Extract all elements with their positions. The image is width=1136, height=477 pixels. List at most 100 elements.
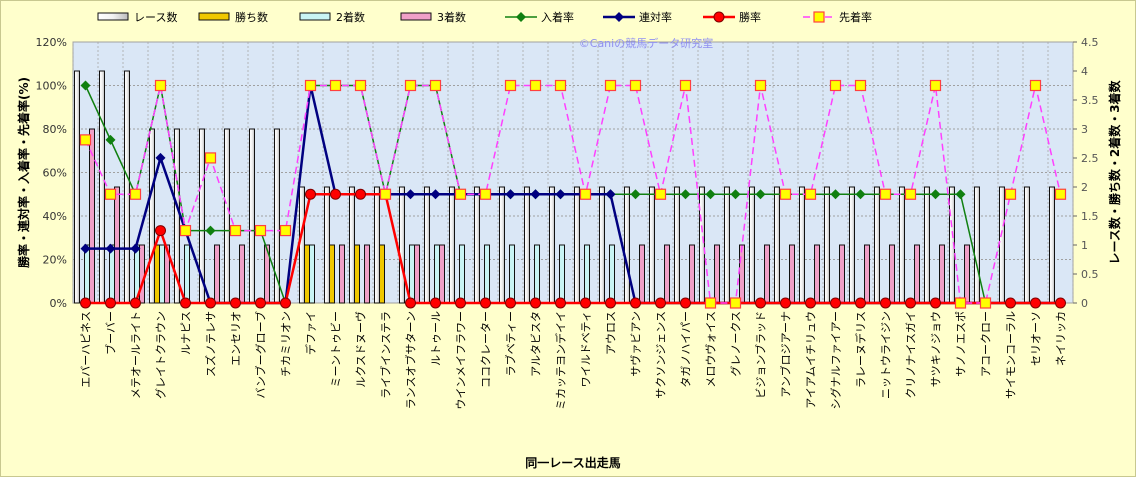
wins-bar	[329, 244, 335, 304]
races-bar	[699, 186, 705, 304]
senchaku-rate-point	[204, 152, 217, 164]
x-tick-label: ラレーヌデリス	[854, 311, 868, 388]
senchaku-rate-point	[779, 188, 792, 200]
win-rate-line	[85, 193, 1061, 305]
right-tick-label: 4	[1081, 65, 1088, 78]
win-rate-point	[855, 297, 866, 309]
races-bar	[599, 186, 605, 304]
left-tick-label: 60%	[43, 167, 67, 180]
third-bar	[239, 244, 245, 304]
rentai-rate-point	[80, 243, 91, 254]
x-tick-label: ワイルドベティ	[580, 311, 593, 387]
win-rate-point	[430, 297, 441, 309]
races-bar	[474, 186, 480, 304]
rentai-rate-point	[505, 189, 516, 200]
watermark: ©Caniの競馬データ研究室	[579, 36, 713, 50]
races-bar	[624, 186, 630, 304]
left-tick-label: 120%	[36, 36, 67, 49]
senchaku-rate-point	[179, 224, 192, 237]
x-tick-label: クリノナイスガイ	[905, 311, 918, 399]
x-tick-label: ニットウライジン	[880, 311, 893, 399]
right-tick-label: 1.5	[1081, 210, 1099, 223]
legend-label: レース数	[134, 11, 177, 24]
races-bar	[374, 186, 380, 304]
races-bar	[1024, 186, 1030, 304]
senchaku-rate-point	[304, 79, 317, 92]
win-rate-point	[80, 297, 91, 309]
senchaku-rate-point	[1054, 188, 1067, 200]
senchaku-rate-point	[404, 79, 417, 92]
x-tick-label: エバーハピネス	[80, 311, 93, 388]
races-bar	[324, 186, 330, 304]
senchaku-rate-point	[79, 134, 92, 146]
win-rate-point	[1030, 297, 1041, 309]
third-bar	[639, 244, 645, 304]
third-bar	[839, 244, 845, 304]
left-tick-label: 0%	[50, 297, 67, 310]
win-rate-point	[530, 297, 541, 309]
show-rate-point	[930, 189, 941, 200]
right-tick-label: 0	[1081, 297, 1088, 310]
senchaku-rate-point	[579, 188, 592, 200]
third-bar	[789, 244, 795, 304]
x-tick-label: ルトゥール	[430, 311, 443, 366]
races-bar	[1049, 186, 1055, 304]
senchaku-rate-point	[804, 188, 817, 200]
senchaku-rate-point	[154, 79, 167, 92]
x-tick-label: スズノテレサ	[204, 311, 218, 377]
races-bar	[99, 70, 105, 304]
races-bar	[449, 186, 455, 304]
rentai-rate-point	[530, 189, 541, 200]
races-bar	[649, 186, 655, 304]
win-rate-point	[205, 297, 216, 309]
races-bar	[574, 186, 580, 304]
x-tick-label: アンブロジアーナ	[779, 311, 793, 398]
right-tick-label: 3	[1081, 123, 1088, 136]
senchaku-rate-point	[929, 79, 942, 92]
x-tick-label: メロウヴォイス	[704, 311, 718, 388]
races-bar	[749, 186, 755, 304]
win-rate-point	[630, 297, 641, 309]
third-bar	[689, 244, 695, 304]
third-bar	[939, 244, 945, 304]
races-bar	[674, 186, 680, 304]
legend-swatch-wins-bar	[198, 12, 230, 21]
x-tick-label: サイモンコーラル	[1005, 311, 1018, 399]
win-rate-point	[605, 297, 616, 309]
senchaku-rate-point	[704, 297, 717, 309]
senchaku-rate-point	[379, 188, 392, 200]
win-rate-point	[155, 225, 166, 237]
third-bar	[339, 244, 345, 304]
senchaku-rate-point	[879, 188, 892, 200]
second-bar	[509, 244, 515, 304]
show-rate-point	[680, 189, 691, 200]
win-rate-point	[780, 297, 791, 309]
win-rate-point	[255, 297, 266, 309]
win-rate-point	[580, 297, 591, 309]
senchaku-rate-point	[1004, 188, 1017, 200]
senchaku-rate-point	[629, 79, 642, 92]
races-bar	[349, 186, 355, 304]
x-tick-label: タガノハイパー	[680, 311, 693, 388]
third-bar	[714, 244, 720, 304]
x-tick-label: グレノークス	[729, 311, 743, 377]
legend-swatch-second-bar	[299, 12, 331, 21]
races-bar	[974, 186, 980, 304]
races-bar	[874, 186, 880, 304]
third-bar	[214, 244, 220, 304]
races-bar	[399, 186, 405, 304]
second-bar	[309, 244, 315, 304]
win-rate-point	[355, 188, 366, 200]
win-rate-point	[905, 297, 916, 309]
x-tick-label: ココクレーター	[480, 311, 493, 388]
races-bar	[799, 186, 805, 304]
third-bar	[414, 244, 420, 304]
legend-label: 先着率	[839, 10, 872, 24]
wins-bar	[304, 244, 310, 304]
rentai-rate-point	[105, 243, 116, 254]
left-axis-title: 勝率・連対率・入着率・先着率(%)	[16, 77, 31, 268]
left-tick-label: 40%	[43, 210, 67, 223]
races-bar	[924, 186, 930, 304]
win-rate-point	[1055, 297, 1066, 309]
